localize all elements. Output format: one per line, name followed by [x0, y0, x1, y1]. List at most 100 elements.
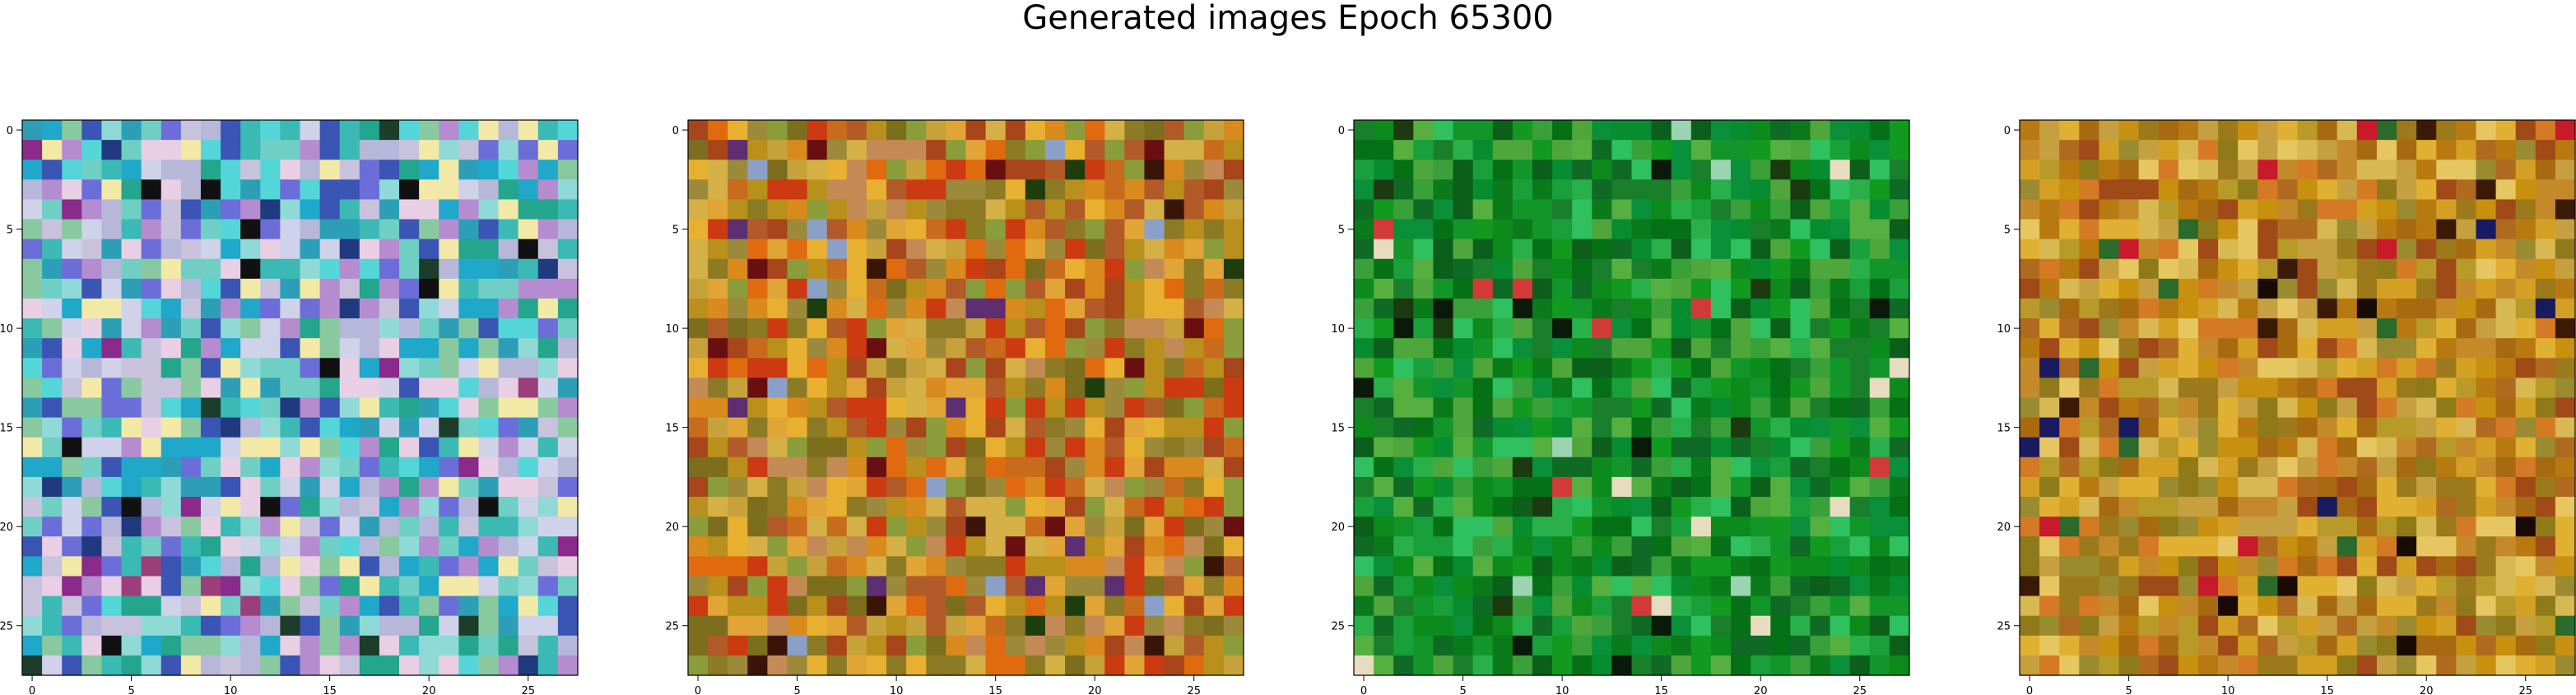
pixel-cell [42, 615, 63, 637]
pixel-cell [2416, 417, 2437, 438]
pixel-cell [1393, 536, 1414, 557]
pixel-cell [2218, 655, 2239, 676]
pixel-cell [708, 239, 728, 260]
pixel-cell [419, 378, 439, 399]
pixel-cell [1592, 556, 1612, 577]
pixel-cell [1751, 417, 1771, 438]
pixel-cell [1354, 536, 1374, 557]
pixel-cell [1671, 199, 1692, 220]
pixel-cell [2476, 615, 2497, 637]
pixel-cell [2515, 358, 2536, 378]
y-tick-label: 5 [1338, 225, 1345, 237]
pixel-cell [2376, 417, 2397, 438]
pixel-cell [200, 476, 221, 498]
y-tick-label: 10 [665, 323, 679, 336]
pixel-cell [1413, 298, 1434, 319]
pixel-cell [866, 456, 887, 478]
pixel-cell [439, 456, 459, 478]
pixel-cell [2356, 517, 2378, 537]
y-tick-label: 15 [1331, 423, 1345, 435]
pixel-cell [1592, 160, 1612, 180]
x-tick-label: 10 [1555, 685, 1569, 695]
pixel-cell [1374, 595, 1394, 617]
pixel-cell [807, 576, 828, 597]
pixel-cell [458, 576, 480, 597]
pixel-cell [319, 258, 341, 280]
pixel-cell [2238, 219, 2258, 240]
pixel-cell [2079, 576, 2100, 597]
pixel-cell [1512, 536, 1533, 557]
pixel-cell [2079, 160, 2100, 180]
pixel-cell [458, 397, 480, 419]
pixel-cell [1085, 338, 1105, 359]
pixel-cell [81, 258, 103, 280]
pixel-cell [221, 655, 241, 676]
pixel-cell [2376, 615, 2397, 637]
pixel-cell [2257, 517, 2278, 537]
pixel-cell [81, 358, 103, 378]
pixel-cell [2158, 278, 2179, 299]
pixel-cell [846, 655, 867, 676]
pixel-cell [1671, 239, 1692, 260]
pixel-cell [2238, 437, 2258, 458]
pixel-cell [399, 298, 420, 319]
pixel-cell [2456, 397, 2477, 419]
pixel-cell [1005, 318, 1026, 339]
pixel-cell [1354, 199, 1374, 220]
pixel-cell [537, 318, 559, 339]
pixel-cell [1849, 497, 1871, 517]
pixel-cell [965, 278, 987, 299]
pixel-cell [2079, 556, 2100, 577]
pixel-cell [2277, 635, 2299, 656]
pixel-cell [1611, 417, 1633, 438]
pixel-cell [2535, 298, 2556, 319]
pixel-cell [141, 120, 162, 141]
pixel-cell [537, 219, 559, 240]
pixel-cell [101, 219, 123, 240]
pixel-cell [2456, 140, 2477, 160]
pixel-cell [1223, 358, 1244, 378]
pixel-cell [280, 199, 301, 220]
pixel-cell [2297, 556, 2318, 577]
pixel-cell [886, 456, 907, 478]
pixel-cell [1085, 199, 1105, 220]
pixel-cell [537, 199, 559, 220]
pixel-cell [1104, 278, 1125, 299]
pixel-cell [359, 655, 380, 676]
pixel-cell [2317, 258, 2338, 280]
pixel-cell [42, 219, 63, 240]
pixel-cell [379, 199, 400, 220]
pixel-cell [2138, 258, 2160, 280]
pixel-cell [478, 219, 500, 240]
pixel-cell [2118, 120, 2140, 141]
pixel-cell [2297, 199, 2318, 220]
pixel-cell [2397, 298, 2417, 319]
pixel-cell [1354, 576, 1374, 597]
pixel-cell [1651, 338, 1672, 359]
pixel-cell [260, 378, 281, 399]
pixel-cell [1005, 378, 1026, 399]
pixel-cell [1532, 456, 1553, 478]
pixel-cell [2218, 576, 2239, 597]
pixel-cell [518, 655, 539, 676]
pixel-cell [2456, 219, 2477, 240]
pixel-cell [1005, 219, 1026, 240]
pixel-cell [1085, 456, 1105, 478]
pixel-cell [1830, 655, 1851, 676]
pixel-cell [22, 298, 43, 319]
pixel-cell [439, 219, 459, 240]
pixel-cell [2218, 140, 2239, 160]
pixel-cell [1413, 120, 1434, 141]
pixel-cell [2436, 378, 2457, 399]
pixel-cell [1203, 120, 1225, 141]
pixel-cell [101, 456, 123, 478]
pixel-cell [339, 239, 360, 260]
pixel-cell [906, 417, 927, 438]
pixel-cell [1453, 140, 1474, 160]
pixel-cell [1532, 536, 1553, 557]
pixel-cell [518, 595, 539, 617]
pixel-cell [1651, 160, 1672, 180]
pixel-cell [1025, 615, 1046, 637]
pixel-cell [101, 358, 123, 378]
pixel-cell [300, 517, 321, 537]
